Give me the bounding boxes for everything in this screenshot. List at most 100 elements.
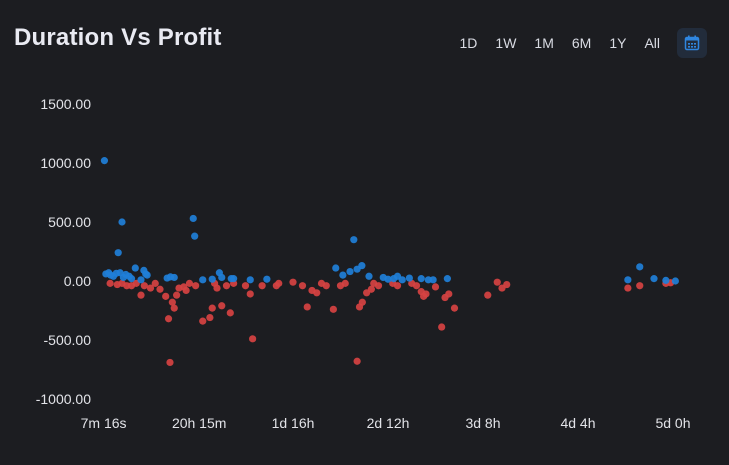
profit-point[interactable] — [131, 264, 139, 272]
loss-point[interactable] — [393, 282, 402, 290]
loss-point[interactable] — [358, 298, 366, 306]
x-tick-label: 7m 16s — [81, 415, 127, 431]
loss-point[interactable] — [367, 285, 375, 293]
profit-point[interactable] — [339, 271, 347, 279]
loss-point[interactable] — [438, 323, 446, 331]
profit-point[interactable] — [137, 276, 145, 284]
range-1w-button[interactable]: 1W — [495, 35, 517, 51]
loss-point[interactable] — [213, 284, 221, 292]
profit-point[interactable] — [191, 232, 199, 240]
loss-point[interactable] — [206, 313, 214, 322]
profit-point[interactable] — [332, 264, 340, 272]
loss-point[interactable] — [182, 286, 190, 295]
x-tick-label: 4d 4h — [560, 415, 595, 431]
loss-point[interactable] — [164, 315, 173, 323]
profit-point[interactable] — [443, 275, 451, 283]
loss-point[interactable] — [140, 282, 148, 290]
loss-point[interactable] — [484, 291, 492, 299]
loss-point[interactable] — [226, 309, 234, 317]
loss-point[interactable] — [249, 335, 257, 343]
x-tick-label: 20h 15m — [172, 415, 226, 431]
loss-point[interactable] — [431, 283, 440, 291]
profit-point[interactable] — [263, 275, 271, 283]
loss-point[interactable] — [156, 285, 164, 293]
profit-point[interactable] — [417, 275, 425, 283]
loss-point[interactable] — [422, 290, 430, 298]
x-tick-label: 1d 16h — [272, 415, 315, 431]
time-range-selector: 1D 1W 1M 6M 1Y All — [451, 28, 707, 58]
profit-point[interactable] — [350, 236, 358, 244]
profit-point[interactable] — [671, 277, 679, 285]
loss-point[interactable] — [218, 302, 226, 310]
profit-point[interactable] — [636, 263, 644, 271]
y-tick-label: 1000.00 — [40, 155, 91, 171]
profit-point[interactable] — [358, 262, 366, 270]
y-tick-label: -1000.00 — [36, 391, 91, 407]
loss-point[interactable] — [258, 282, 266, 290]
loss-point[interactable] — [289, 278, 297, 286]
loss-point[interactable] — [199, 317, 207, 325]
profit-point[interactable] — [405, 274, 413, 282]
loss-point[interactable] — [208, 304, 216, 312]
loss-point[interactable] — [303, 303, 311, 311]
profit-point[interactable] — [624, 276, 632, 284]
profit-point[interactable] — [246, 276, 254, 284]
profit-point[interactable] — [218, 273, 226, 282]
loss-point[interactable] — [313, 289, 321, 297]
loss-point[interactable] — [353, 357, 361, 365]
profit-point[interactable] — [143, 271, 151, 279]
loss-point[interactable] — [374, 282, 383, 290]
loss-point[interactable] — [192, 282, 200, 290]
profit-point[interactable] — [114, 249, 122, 257]
y-tick-label: -500.00 — [44, 332, 92, 348]
loss-point[interactable] — [275, 279, 283, 287]
range-6m-button[interactable]: 6M — [571, 35, 592, 51]
profit-point[interactable] — [189, 214, 197, 223]
profit-point[interactable] — [398, 276, 406, 284]
loss-point[interactable] — [170, 304, 178, 312]
loss-point[interactable] — [341, 279, 349, 287]
loss-point[interactable] — [137, 291, 145, 299]
profit-point[interactable] — [365, 272, 373, 280]
profit-point[interactable] — [662, 276, 670, 285]
profit-point[interactable] — [230, 275, 238, 283]
loss-point[interactable] — [298, 282, 307, 290]
calendar-button[interactable] — [677, 28, 707, 58]
range-1m-button[interactable]: 1M — [534, 35, 554, 51]
loss-point[interactable] — [185, 279, 194, 287]
range-1y-button[interactable]: 1Y — [609, 35, 627, 51]
loss-point[interactable] — [329, 305, 337, 313]
loss-point[interactable] — [106, 279, 114, 287]
loss-point[interactable] — [146, 284, 155, 292]
profit-point[interactable] — [199, 276, 207, 284]
loss-point[interactable] — [246, 290, 254, 298]
profit-point[interactable] — [208, 275, 216, 283]
x-tick-label: 2d 12h — [367, 415, 410, 431]
profit-point[interactable] — [127, 275, 136, 283]
loss-point[interactable] — [445, 290, 453, 298]
loss-point[interactable] — [493, 278, 501, 286]
loss-point[interactable] — [173, 291, 181, 299]
loss-point[interactable] — [322, 282, 330, 290]
loss-point[interactable] — [166, 358, 174, 367]
loss-point[interactable] — [168, 298, 176, 306]
profit-point[interactable] — [100, 157, 109, 165]
loss-point[interactable] — [241, 282, 250, 290]
loss-point[interactable] — [503, 280, 511, 289]
loss-point[interactable] — [151, 279, 159, 287]
range-1d-button[interactable]: 1D — [459, 35, 478, 51]
loss-point[interactable] — [222, 282, 231, 290]
loss-point[interactable] — [450, 304, 459, 312]
profit-point[interactable] — [429, 276, 437, 284]
profit-point[interactable] — [346, 267, 354, 276]
profit-point[interactable] — [384, 275, 392, 283]
loss-point[interactable] — [412, 282, 421, 290]
loss-point[interactable] — [624, 284, 632, 292]
profit-point[interactable] — [170, 273, 178, 282]
loss-point[interactable] — [162, 292, 170, 300]
loss-point[interactable] — [636, 282, 644, 290]
profit-point[interactable] — [650, 275, 658, 283]
profit-point[interactable] — [118, 218, 126, 226]
range-all-button[interactable]: All — [644, 35, 660, 51]
